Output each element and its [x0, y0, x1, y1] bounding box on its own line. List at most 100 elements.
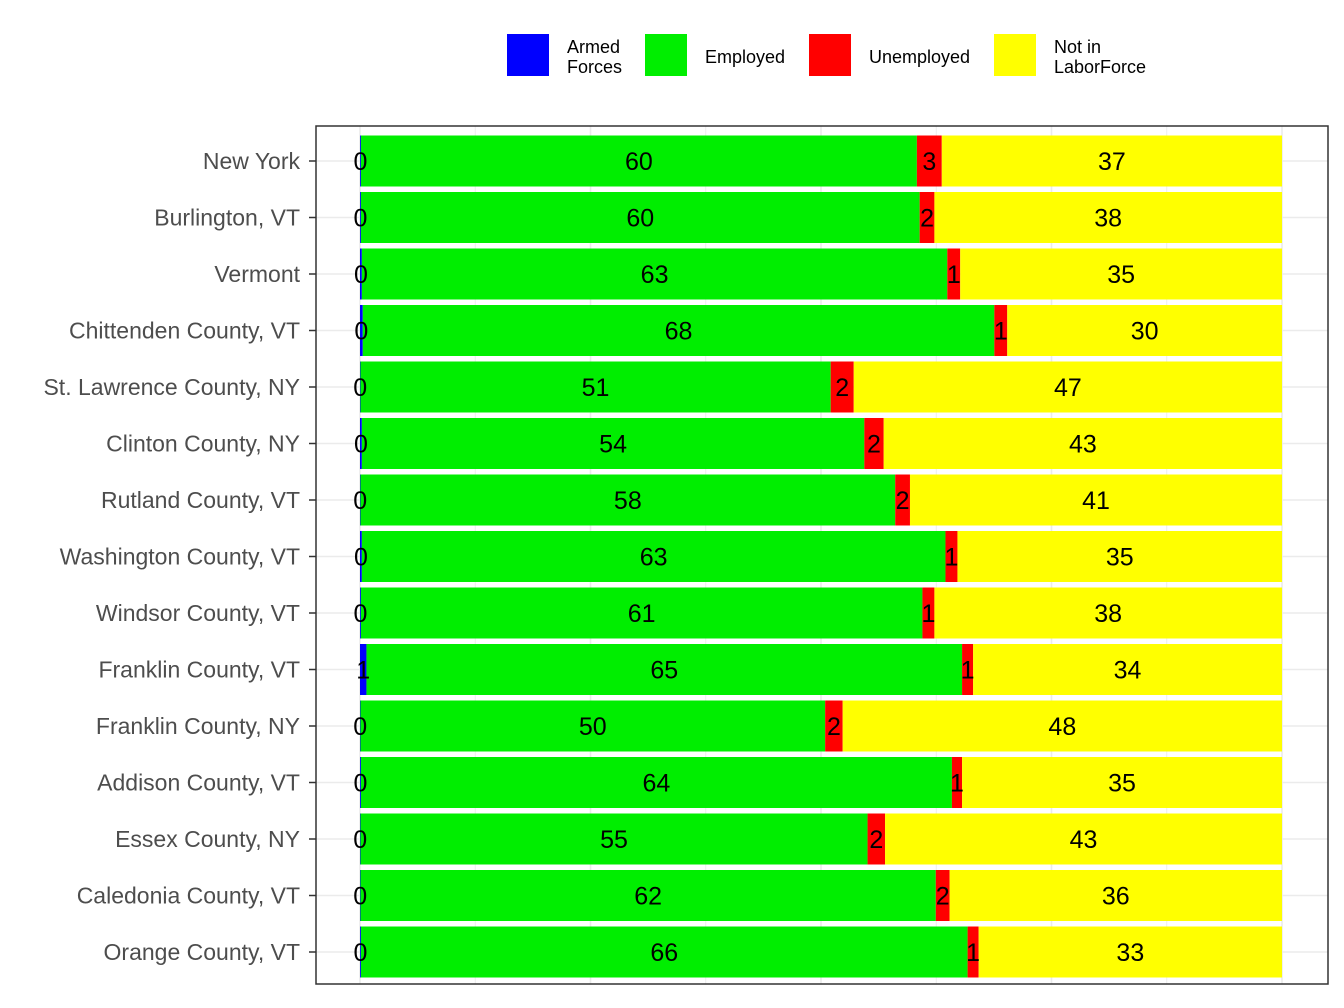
data-label-armed-forces: 0 — [353, 487, 367, 515]
data-label-not-in-laborforce: 33 — [1116, 939, 1144, 967]
data-label-armed-forces: 0 — [354, 318, 368, 346]
data-label-unemployed: 1 — [966, 939, 980, 967]
bar-not-in-laborforce — [909, 474, 1282, 526]
data-label-armed-forces: 0 — [353, 713, 367, 741]
data-label-armed-forces: 0 — [354, 544, 368, 572]
bar-armed-forces — [360, 926, 361, 978]
y-tick-label: Clinton County, NY — [106, 431, 300, 457]
bar-employed — [362, 305, 995, 356]
bar-employed — [360, 192, 920, 243]
data-label-unemployed: 1 — [950, 770, 964, 798]
bar-employed — [366, 644, 963, 695]
bar-employed — [360, 361, 831, 413]
bar-employed — [360, 135, 917, 187]
bar-armed-forces — [360, 418, 362, 469]
y-tick-label: Franklin County, VT — [98, 657, 300, 683]
data-label-not-in-laborforce: 43 — [1070, 826, 1098, 854]
legend-key-not-in-laborforce — [994, 34, 1036, 76]
legend-key-employed — [645, 34, 687, 76]
data-label-unemployed: 2 — [936, 883, 950, 911]
bar-not-in-laborforce — [949, 870, 1282, 921]
y-tick-label: Burlington, VT — [154, 205, 300, 231]
data-label-employed: 64 — [643, 770, 671, 798]
y-tick-label: Washington County, VT — [60, 544, 300, 570]
legend-label-armed-forces: Armed Forces — [567, 37, 622, 77]
data-label-armed-forces: 0 — [354, 148, 368, 176]
data-label-not-in-laborforce: 30 — [1131, 318, 1159, 346]
bar-armed-forces — [360, 135, 361, 187]
bar-employed — [360, 813, 868, 865]
bar-unemployed — [962, 644, 974, 695]
bar-armed-forces — [360, 474, 361, 526]
data-label-employed: 54 — [599, 431, 627, 459]
bar-unemployed — [951, 757, 963, 808]
data-label-unemployed: 1 — [945, 544, 959, 572]
bar-armed-forces — [360, 531, 362, 582]
bar-unemployed — [947, 248, 961, 300]
bar-not-in-laborforce — [842, 700, 1282, 752]
data-label-employed: 50 — [579, 713, 607, 741]
bar-unemployed — [916, 135, 942, 187]
bar-employed — [360, 757, 952, 808]
data-label-unemployed: 1 — [994, 318, 1008, 346]
legend: Armed Forces Employed Unemployed Not in Labor… — [507, 34, 1146, 77]
data-label-employed: 55 — [600, 826, 628, 854]
data-label-employed: 61 — [628, 600, 656, 628]
bar-unemployed — [945, 531, 958, 582]
data-label-employed: 63 — [640, 544, 668, 572]
bar-armed-forces — [360, 757, 361, 808]
data-label-not-in-laborforce: 35 — [1107, 261, 1135, 289]
data-label-not-in-laborforce: 36 — [1102, 883, 1130, 911]
data-label-employed: 62 — [634, 883, 662, 911]
bar-armed-forces — [360, 305, 363, 356]
bar-unemployed — [935, 870, 950, 921]
y-tick-label: Addison County, VT — [97, 770, 300, 796]
data-labels: 0 60 3 37 0 60 2 38 0 63 1 35 0 68 1 30 0 51 2 47 0 54 2 43 0 58 2… — [353, 148, 1158, 967]
bar-employed — [361, 418, 865, 469]
data-label-not-in-laborforce: 35 — [1108, 770, 1136, 798]
data-label-unemployed: 2 — [835, 374, 849, 402]
bar-armed-forces — [360, 870, 361, 921]
y-tick-label: Essex County, NY — [115, 826, 300, 852]
data-label-unemployed: 1 — [921, 600, 935, 628]
data-label-employed: 63 — [641, 261, 669, 289]
data-label-employed: 68 — [665, 318, 693, 346]
legend-label-employed: Employed — [705, 47, 785, 67]
y-tick-label: Caledonia County, VT — [77, 883, 300, 909]
bar-armed-forces — [360, 248, 362, 300]
data-label-not-in-laborforce: 47 — [1054, 374, 1082, 402]
bar-armed-forces — [360, 813, 361, 865]
data-label-armed-forces: 0 — [353, 883, 367, 911]
bar-unemployed — [922, 587, 935, 639]
data-label-not-in-laborforce: 48 — [1048, 713, 1076, 741]
data-label-employed: 66 — [650, 939, 678, 967]
bar-not-in-laborforce — [934, 192, 1282, 243]
bar-not-in-laborforce — [960, 248, 1282, 300]
legend-label-unemployed: Unemployed — [869, 47, 970, 67]
bar-armed-forces — [360, 587, 361, 639]
data-label-not-in-laborforce: 43 — [1069, 431, 1097, 459]
bar-unemployed — [825, 700, 843, 752]
bar-not-in-laborforce — [934, 587, 1282, 639]
bar-unemployed — [864, 418, 884, 469]
data-label-unemployed: 1 — [947, 261, 961, 289]
data-label-not-in-laborforce: 38 — [1094, 205, 1122, 233]
bar-employed — [360, 587, 923, 639]
bar-unemployed — [919, 192, 935, 243]
bar-not-in-laborforce — [962, 757, 1282, 808]
data-label-employed: 51 — [582, 374, 610, 402]
data-label-armed-forces: 1 — [356, 657, 370, 685]
data-label-unemployed: 3 — [922, 148, 936, 176]
data-label-unemployed: 2 — [896, 487, 910, 515]
bar-employed — [360, 870, 936, 921]
data-label-not-in-laborforce: 41 — [1082, 487, 1110, 515]
data-label-armed-forces: 0 — [354, 600, 368, 628]
bar-armed-forces — [360, 361, 361, 413]
bar-not-in-laborforce — [883, 418, 1282, 469]
bar-armed-forces — [360, 644, 367, 695]
data-label-armed-forces: 0 — [354, 261, 368, 289]
data-label-armed-forces: 0 — [354, 431, 368, 459]
data-label-armed-forces: 0 — [354, 770, 368, 798]
data-label-unemployed: 2 — [869, 826, 883, 854]
